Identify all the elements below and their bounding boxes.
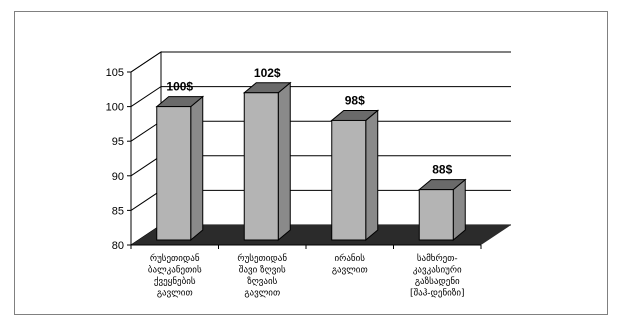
bar <box>417 178 467 242</box>
y-tick-label: 85 <box>112 205 124 217</box>
bar <box>242 81 292 242</box>
category-label-line: ქვეყნების <box>154 276 196 287</box>
category-label-line: სამხრეთ- <box>417 253 458 264</box>
category-label-line: რუსეთიდან <box>237 253 287 264</box>
category-label-line: ბალკანეთის <box>148 265 202 276</box>
category-label-line: გაზსადენი <box>415 276 460 287</box>
category-label-line: გავლით <box>332 266 368 276</box>
y-tick-label: 95 <box>112 136 124 148</box>
y-axis-ticks: 80 85 90 95 100 105 <box>106 67 131 252</box>
y-tick-label: 80 <box>112 240 124 252</box>
category-label: ირანის გავლით <box>332 253 368 276</box>
category-label-line: ირანის <box>335 253 366 264</box>
data-label: 100$ <box>166 80 193 94</box>
gridline <box>130 86 511 108</box>
category-label-line: [შაჰ-დენიზი] <box>410 288 465 299</box>
data-label: 98$ <box>345 93 365 107</box>
category-label: რუსეთიდან შავი ზღვის ზღვაის გავლით <box>237 253 287 299</box>
category-label-line: რუსეთიდან <box>150 253 200 264</box>
category-label-line: გავლით <box>244 289 280 299</box>
bar-side <box>365 109 379 242</box>
data-label: 102$ <box>254 66 281 80</box>
bar-front <box>243 92 279 241</box>
floor-plane <box>131 225 511 245</box>
category-label-line: ზღვაის <box>247 276 277 287</box>
chart-frame <box>14 11 608 315</box>
bar-front <box>418 189 454 241</box>
chart-floor <box>131 225 511 245</box>
bar-side <box>190 95 204 242</box>
data-label: 88$ <box>432 163 452 177</box>
bar-front <box>331 119 367 241</box>
data-labels: 100$ 102$ 98$ 88$ <box>166 66 452 177</box>
y-tick-label: 100 <box>106 102 124 114</box>
category-label-line: გავლით <box>157 289 193 299</box>
bar <box>155 95 205 242</box>
category-label-line: კავკასიური <box>413 265 462 276</box>
category-label: რუსეთიდან ბალკანეთის ქვეყნების გავლით <box>148 253 202 299</box>
gridline <box>130 51 511 73</box>
y-tick-label: 90 <box>112 171 124 183</box>
bar-side <box>277 81 291 242</box>
category-labels: რუსეთიდან ბალკანეთის ქვეყნების გავლითრუსეთი… <box>130 244 482 299</box>
bar <box>330 109 380 242</box>
bar-front <box>156 106 192 241</box>
y-tick-label: 105 <box>106 67 124 79</box>
category-label: სამხრეთ-კავკასიური გაზსადენი [შაჰ-დენიზი] <box>410 253 465 299</box>
bars <box>155 81 467 242</box>
category-label-line: შავი ზღვის <box>239 265 286 276</box>
